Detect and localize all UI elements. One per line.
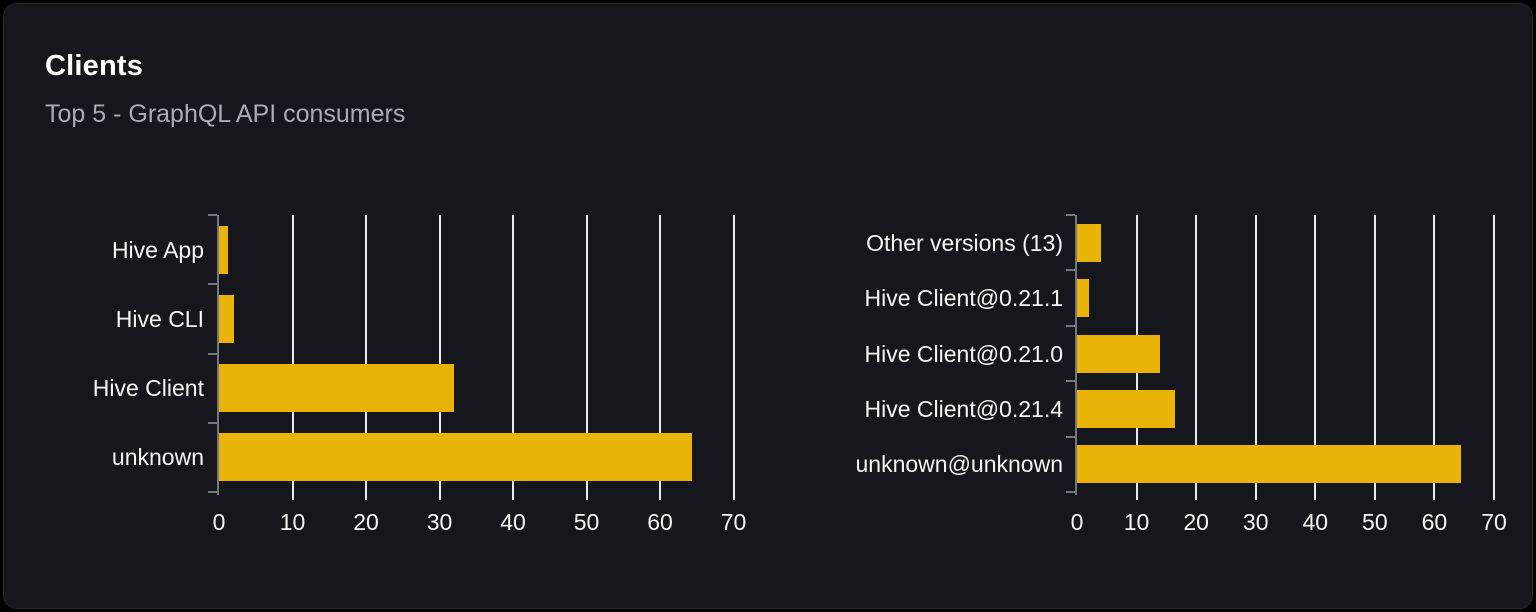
x-axis-tick-30 xyxy=(1254,492,1257,500)
x-axis-tick-40 xyxy=(512,492,514,500)
y-axis-tick-1 xyxy=(1066,269,1075,272)
gridline-30 xyxy=(438,215,441,492)
gridline-70 xyxy=(732,215,735,492)
category-label: Hive App xyxy=(111,236,204,263)
x-tick-label-20: 20 xyxy=(353,509,379,535)
x-tick-label-20: 20 xyxy=(1183,509,1209,535)
x-tick-label-10: 10 xyxy=(279,509,306,535)
y-axis-tick-5 xyxy=(1066,491,1075,493)
x-tick-label-40: 40 xyxy=(1302,509,1329,535)
y-axis-tick-2 xyxy=(208,352,217,355)
x-tick-label-10: 10 xyxy=(1123,509,1150,535)
y-axis-tick-0 xyxy=(1066,214,1075,216)
x-tick-label-70: 70 xyxy=(1481,509,1507,535)
x-tick-label-60: 60 xyxy=(1421,509,1448,535)
category-label: Hive Client@0.21.4 xyxy=(864,395,1064,422)
x-tick-label-60: 60 xyxy=(647,509,673,535)
y-axis-line xyxy=(1075,215,1077,495)
x-axis-tick-50 xyxy=(585,492,588,500)
x-tick-label-50: 50 xyxy=(573,509,600,535)
x-axis-tick-70 xyxy=(732,492,735,500)
x-tick-label-40: 40 xyxy=(500,509,526,535)
category-label: Hive Client@0.21.1 xyxy=(864,285,1064,312)
bar-unknown[interactable] xyxy=(219,433,693,482)
x-axis-tick-30 xyxy=(438,492,441,500)
page-title: Clients xyxy=(45,50,144,82)
y-axis-tick-2 xyxy=(1066,324,1075,327)
gridline-50 xyxy=(585,215,588,492)
x-tick-label-30: 30 xyxy=(426,509,453,535)
gridline-70 xyxy=(1493,215,1495,492)
category-label: Hive Client xyxy=(92,375,204,402)
x-tick-label-30: 30 xyxy=(1242,509,1269,535)
clients-by-version-chart: 0 10 20 30 40 50 60 70 Other versions (13) Hive C… xyxy=(4,4,1532,608)
y-axis-tick-4 xyxy=(208,491,217,493)
x-tick-label-0: 0 xyxy=(1070,509,1084,535)
gridline-60 xyxy=(1433,215,1436,492)
x-axis-tick-40 xyxy=(1314,492,1317,500)
page-subtitle: Top 5 - GraphQL API consumers xyxy=(45,100,406,128)
x-axis-tick-20 xyxy=(1195,492,1198,500)
category-label: unknown@unknown xyxy=(855,451,1063,478)
y-axis-tick-3 xyxy=(208,421,217,424)
category-label: Hive Client@0.21.0 xyxy=(864,340,1064,367)
gridline-10 xyxy=(291,215,294,492)
gridline-30 xyxy=(1254,215,1257,492)
x-tick-label-50: 50 xyxy=(1362,509,1388,535)
y-axis-tick-1 xyxy=(208,283,217,286)
x-tick-label-0: 0 xyxy=(212,509,226,535)
x-axis-tick-60 xyxy=(1433,492,1436,500)
gridline-40 xyxy=(1314,215,1317,492)
y-axis-tick-0 xyxy=(208,214,217,216)
bar-hive-client-0-21-1[interactable] xyxy=(1077,279,1089,318)
bar-unknown-unknown[interactable] xyxy=(1077,445,1461,484)
bar-hive-client-0-21-4[interactable] xyxy=(1077,389,1176,428)
x-axis-tick-60 xyxy=(659,492,661,500)
gridline-20 xyxy=(1195,215,1198,492)
y-axis-tick-3 xyxy=(1066,380,1075,383)
category-label: Other versions (13) xyxy=(866,229,1063,256)
bar-other-versions-13-[interactable] xyxy=(1077,223,1101,262)
category-label: Hive CLI xyxy=(115,305,204,332)
x-tick-label-70: 70 xyxy=(720,509,747,535)
gridline-20 xyxy=(365,215,367,492)
x-axis-tick-10 xyxy=(1135,492,1138,500)
gridline-40 xyxy=(512,215,514,492)
x-axis-tick-20 xyxy=(365,492,367,500)
y-axis-tick-4 xyxy=(1066,435,1075,438)
charts-area: 0 10 20 30 40 50 60 70 Hive App Hive CLI Hive Clie… xyxy=(4,4,1532,608)
y-axis-line xyxy=(217,215,219,495)
bar-hive-app[interactable] xyxy=(219,225,228,274)
clients-card: Clients Top 5 - GraphQL API consumers 0 1… xyxy=(3,3,1533,609)
x-axis-tick-70 xyxy=(1493,492,1495,500)
bar-hive-client-0-21-0[interactable] xyxy=(1077,334,1161,373)
clients-by-name-chart: 0 10 20 30 40 50 60 70 Hive App Hive CLI Hive Clie… xyxy=(4,4,1532,608)
x-axis-tick-50 xyxy=(1373,492,1376,500)
gridline-50 xyxy=(1373,215,1376,492)
x-axis-tick-10 xyxy=(291,492,294,500)
bar-hive-cli[interactable] xyxy=(219,294,235,343)
gridline-60 xyxy=(659,215,661,492)
category-label: unknown xyxy=(111,444,204,471)
bar-hive-client[interactable] xyxy=(219,364,455,413)
